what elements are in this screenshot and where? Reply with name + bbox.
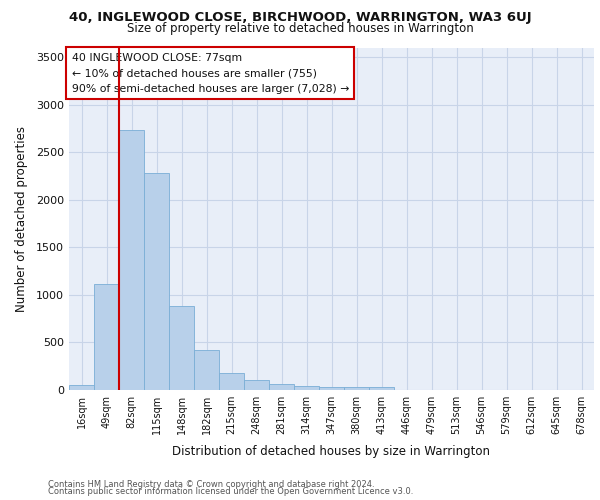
Bar [344,388,369,390]
Bar [369,388,394,390]
Text: Contains public sector information licensed under the Open Government Licence v3: Contains public sector information licen… [48,487,413,496]
X-axis label: Distribution of detached houses by size in Warrington: Distribution of detached houses by size … [173,446,491,458]
Bar [69,385,94,390]
Bar [144,173,169,390]
Bar [219,374,244,390]
Text: Contains HM Land Registry data © Crown copyright and database right 2024.: Contains HM Land Registry data © Crown c… [48,480,374,489]
Text: 40, INGLEWOOD CLOSE, BIRCHWOOD, WARRINGTON, WA3 6UJ: 40, INGLEWOOD CLOSE, BIRCHWOOD, WARRINGT… [68,12,532,24]
Bar [94,284,119,390]
Bar [294,386,319,390]
Bar [194,350,219,390]
Bar [319,386,344,390]
Text: 40 INGLEWOOD CLOSE: 77sqm
← 10% of detached houses are smaller (755)
90% of semi: 40 INGLEWOOD CLOSE: 77sqm ← 10% of detac… [71,52,349,94]
Bar [244,380,269,390]
Bar [269,384,294,390]
Bar [119,130,144,390]
Bar [169,306,194,390]
Y-axis label: Number of detached properties: Number of detached properties [14,126,28,312]
Text: Size of property relative to detached houses in Warrington: Size of property relative to detached ho… [127,22,473,35]
